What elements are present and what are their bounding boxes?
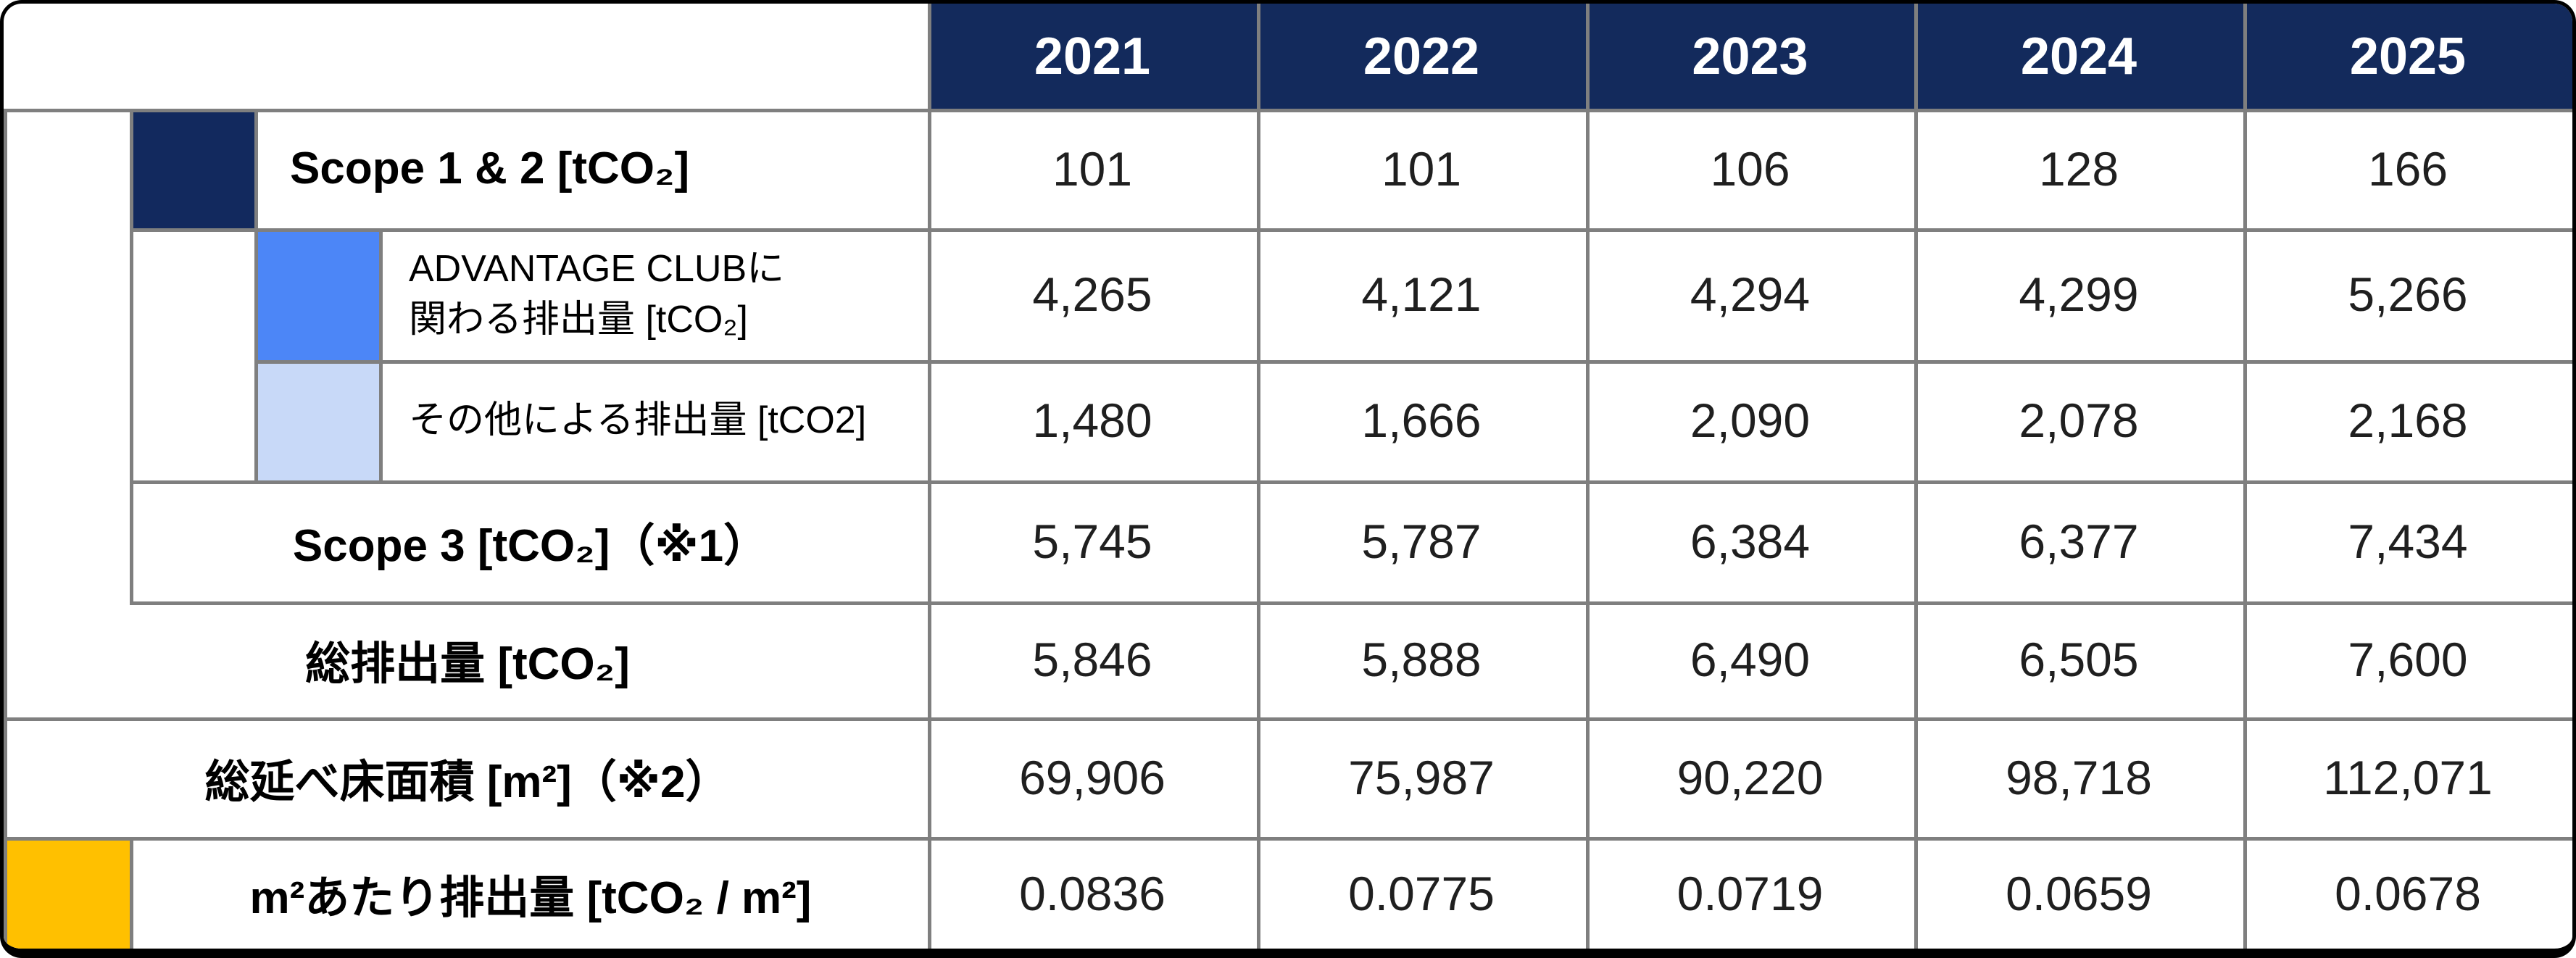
value-total-2024: 6,505 xyxy=(2019,633,2139,686)
value-floor-2021: 69,906 xyxy=(1019,750,1166,804)
other-emissions-color-swatch xyxy=(254,360,383,484)
row-label-scope3: Scope 3 [tCO₂]（※1） xyxy=(292,520,769,571)
year-header-2022: 2022 xyxy=(1363,27,1480,86)
year-header-2021: 2021 xyxy=(1034,27,1151,86)
value-scope12-2021: 101 xyxy=(1052,141,1133,196)
grid-line-indent1-lower xyxy=(130,837,133,949)
row-label-emissions-per-m2: m²あたり排出量 [tCO₂ / m²] xyxy=(249,872,812,923)
row-label-total-floor-area: 総延べ床面積 [m²]（※2） xyxy=(204,757,731,807)
grid-line-2023-2024 xyxy=(1914,4,1918,949)
grid-line-2022-2023 xyxy=(1586,4,1590,949)
value-total-2025: 7,600 xyxy=(2348,633,2468,686)
value-other-2021: 1,480 xyxy=(1032,393,1152,447)
grid-line-row6-bottom xyxy=(4,837,2572,841)
row-label-other-emissions: その他による排出量 [tCO2] xyxy=(409,399,867,441)
value-advantage-2023: 4,294 xyxy=(1690,267,1811,321)
value-scope3-2021: 5,745 xyxy=(1032,514,1152,568)
grid-line-2024-2025 xyxy=(2243,4,2247,949)
grid-line-row1-bottom xyxy=(130,228,2572,232)
value-advantage-2025: 5,266 xyxy=(2348,267,2468,321)
value-perm2-2025: 0.0678 xyxy=(2335,866,2481,920)
value-floor-2023: 90,220 xyxy=(1677,750,1824,804)
value-scope12-2025: 166 xyxy=(2367,141,2448,196)
value-floor-2025: 112,071 xyxy=(2323,750,2493,804)
value-scope3-2024: 6,377 xyxy=(2019,514,2139,568)
grid-line-2021-2022 xyxy=(1257,4,1260,949)
value-perm2-2021: 0.0836 xyxy=(1019,866,1166,920)
value-advantage-2021: 4,265 xyxy=(1032,267,1152,321)
value-other-2024: 2,078 xyxy=(2019,393,2139,447)
grid-line-row5-bottom xyxy=(4,717,2572,721)
value-perm2-2023: 0.0719 xyxy=(1677,866,1824,920)
value-other-2025: 2,168 xyxy=(2348,393,2468,447)
grid-line-row2-bottom xyxy=(254,360,2572,364)
row-label-total-emissions: 総排出量 [tCO₂] xyxy=(305,639,630,689)
value-perm2-2024: 0.0659 xyxy=(2006,866,2152,920)
value-scope3-2025: 7,434 xyxy=(2348,514,2468,568)
value-advantage-2022: 4,121 xyxy=(1361,267,1482,321)
year-header-2024: 2024 xyxy=(2020,27,2137,86)
value-other-2023: 2,090 xyxy=(1690,393,1811,447)
value-total-2023: 6,490 xyxy=(1690,633,1811,686)
grid-line-row4-bottom xyxy=(130,601,2572,605)
year-header-2025: 2025 xyxy=(2349,27,2467,86)
value-scope12-2022: 101 xyxy=(1381,141,1462,196)
grid-line-row3-bottom xyxy=(130,480,2572,484)
per-m2-color-swatch xyxy=(4,837,133,949)
row-label-advantage-club: ADVANTAGE CLUBに 関わる排出量 [tCO₂] xyxy=(409,247,785,341)
scope12-color-swatch xyxy=(130,109,258,232)
advantage-club-color-swatch xyxy=(254,228,383,364)
value-floor-2022: 75,987 xyxy=(1348,750,1495,804)
value-total-2021: 5,846 xyxy=(1032,633,1152,686)
grid-line-indent3 xyxy=(379,228,383,484)
grid-line-left-outer xyxy=(4,109,7,949)
value-scope12-2023: 106 xyxy=(1710,141,1790,196)
value-floor-2024: 98,718 xyxy=(2006,750,2152,804)
value-advantage-2024: 4,299 xyxy=(2019,267,2139,321)
value-perm2-2022: 0.0775 xyxy=(1348,866,1495,920)
value-scope3-2022: 5,787 xyxy=(1361,514,1482,568)
value-total-2022: 5,888 xyxy=(1361,633,1482,686)
year-header-2023: 2023 xyxy=(1692,27,1808,86)
value-scope3-2023: 6,384 xyxy=(1690,514,1811,568)
grid-line-labels-years xyxy=(928,4,931,949)
row-label-scope12: Scope 1 & 2 [tCO₂] xyxy=(290,143,690,193)
value-scope12-2024: 128 xyxy=(2038,141,2119,196)
year-header-background xyxy=(928,4,2572,112)
grid-line-indent2 xyxy=(254,109,258,484)
grid-line-indent1-upper xyxy=(130,109,133,605)
grid-line-header-bottom xyxy=(4,109,2572,112)
value-other-2022: 1,666 xyxy=(1361,393,1482,447)
